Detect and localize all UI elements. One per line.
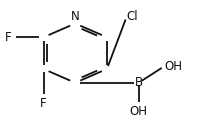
Text: OH: OH [130, 105, 148, 118]
Text: Cl: Cl [127, 10, 138, 23]
Text: F: F [5, 31, 12, 44]
Text: F: F [40, 97, 47, 110]
Text: N: N [71, 10, 80, 23]
Text: B: B [134, 76, 143, 89]
Text: OH: OH [164, 60, 182, 73]
